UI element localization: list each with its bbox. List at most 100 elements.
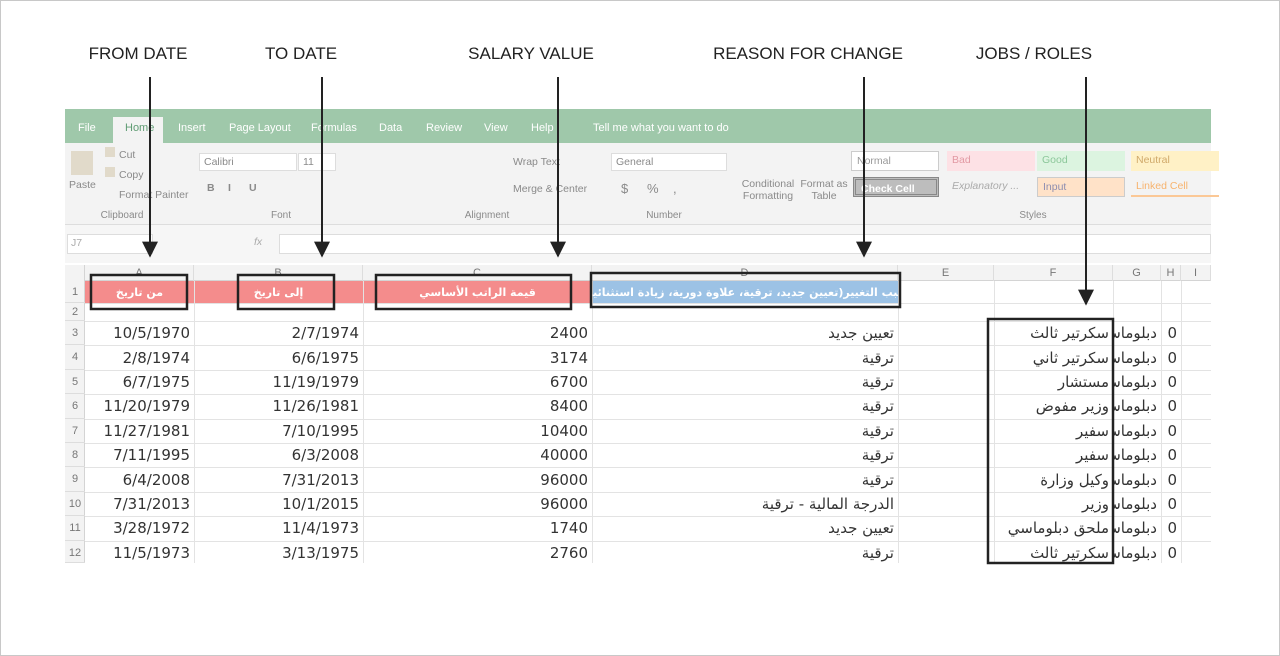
row-header[interactable]: 1	[65, 281, 85, 303]
cell[interactable]: دبلوماس	[1113, 324, 1157, 343]
cell[interactable]: دبلوماس	[1113, 470, 1157, 489]
cell[interactable]: 3174	[549, 348, 588, 367]
cell[interactable]: ترقية	[861, 372, 894, 391]
row-header[interactable]: 4	[65, 345, 85, 370]
cell[interactable]: دبلوماس	[1113, 446, 1157, 465]
font-style-button[interactable]: I	[228, 182, 231, 194]
cell[interactable]: 2760	[549, 543, 588, 562]
row-header[interactable]: 12	[65, 541, 85, 563]
cell[interactable]: 0	[1167, 348, 1177, 367]
cell[interactable]: 11/27/1981	[103, 421, 190, 440]
cell-style[interactable]: Neutral	[1131, 151, 1219, 171]
cell-style[interactable]: Check Cell	[853, 177, 939, 197]
number-format[interactable]: General	[611, 153, 727, 171]
format-painter-button[interactable]: Format Painter	[119, 189, 189, 201]
cell[interactable]: قيمة الراتب الأساسي	[419, 285, 536, 299]
font-style-button[interactable]: B	[207, 182, 215, 194]
number-symbol-button[interactable]: %	[647, 181, 659, 196]
cell-style[interactable]: Normal	[851, 151, 939, 171]
format-as-table[interactable]: Format as Table	[800, 178, 848, 202]
cut-button[interactable]: Cut	[119, 149, 136, 161]
font-style-button[interactable]: U	[249, 182, 257, 194]
cell[interactable]: 96000	[540, 470, 588, 489]
cell[interactable]: دبلوماس	[1113, 397, 1157, 416]
copy-button[interactable]: Copy	[119, 169, 144, 181]
cell[interactable]: 11/5/1973	[113, 543, 190, 562]
column-header[interactable]: B	[194, 265, 363, 281]
cell[interactable]: 0	[1167, 519, 1177, 538]
cell[interactable]: وكيل وزارة	[1040, 470, 1109, 489]
cell[interactable]: 6/3/2008	[291, 446, 359, 465]
cell[interactable]: 0	[1167, 470, 1177, 489]
row-header[interactable]: 3	[65, 321, 85, 346]
cell[interactable]: 0	[1167, 421, 1177, 440]
row-header[interactable]: 10	[65, 492, 85, 517]
cell[interactable]: 7/11/1995	[113, 446, 190, 465]
cell[interactable]: ترقية	[861, 421, 894, 440]
cell[interactable]: ترقية	[861, 446, 894, 465]
cell[interactable]: ترقية	[861, 397, 894, 416]
cell[interactable]: 96000	[540, 494, 588, 513]
cell[interactable]: سفير	[1076, 446, 1109, 465]
cell[interactable]: 2/7/1974	[291, 324, 359, 343]
ribbon-tab[interactable]: Review	[426, 122, 463, 134]
row-header[interactable]: 5	[65, 370, 85, 395]
name-box-text[interactable]: J7	[71, 237, 83, 249]
cell[interactable]: وزير مفوض	[1035, 397, 1109, 416]
cell[interactable]: 3/28/1972	[113, 519, 190, 538]
cell[interactable]: ملحق دبلوماسي	[1007, 519, 1109, 538]
cell-style[interactable]: Good	[1037, 151, 1125, 171]
paste-button[interactable]: Paste	[69, 179, 96, 191]
cell[interactable]: دبلوماس	[1113, 543, 1157, 562]
cell[interactable]: تعيين جديد	[828, 519, 894, 538]
wrap-text-button[interactable]: Wrap Text	[513, 156, 560, 168]
cell[interactable]: إلى تاريخ	[253, 285, 304, 299]
ribbon-tab[interactable]: Page Layout	[229, 122, 291, 134]
cell[interactable]: 11/19/1979	[272, 372, 359, 391]
font-name[interactable]: Calibri	[199, 153, 297, 171]
cell[interactable]: 1740	[549, 519, 588, 538]
cell[interactable]: 7/31/2013	[113, 494, 190, 513]
cell[interactable]: سكرتير ثالث	[1030, 324, 1109, 343]
column-header[interactable]: F	[994, 265, 1113, 281]
cell[interactable]: سبب التغيير(تعيين جديد، ترقية، علاوة دور…	[592, 285, 898, 299]
column-header[interactable]: H	[1161, 265, 1181, 281]
number-symbol-button[interactable]: ,	[673, 181, 677, 196]
cell[interactable]: 10/1/2015	[282, 494, 359, 513]
cell[interactable]: من تاريخ	[115, 285, 164, 299]
cell[interactable]: 0	[1167, 397, 1177, 416]
ribbon-tab[interactable]: File	[78, 122, 96, 134]
cell[interactable]: 40000	[540, 446, 588, 465]
row-header[interactable]: 8	[65, 443, 85, 468]
cell[interactable]: 10/5/1970	[113, 324, 190, 343]
cell[interactable]: سفير	[1076, 421, 1109, 440]
cell[interactable]: 3/13/1975	[282, 543, 359, 562]
number-symbol-button[interactable]: $	[621, 181, 629, 196]
cell[interactable]: 6/7/1975	[122, 372, 190, 391]
ribbon-tab[interactable]: Help	[531, 122, 554, 134]
row-header[interactable]: 11	[65, 516, 85, 541]
cell[interactable]: دبلوماس	[1113, 421, 1157, 440]
row-header[interactable]: 9	[65, 467, 85, 492]
cell[interactable]: دبلوماس	[1113, 372, 1157, 391]
font-size[interactable]: 11	[298, 153, 336, 171]
cell[interactable]: تعيين جديد	[828, 324, 894, 343]
cell[interactable]: 6/4/2008	[122, 470, 190, 489]
cell[interactable]: دبلوماس	[1113, 494, 1157, 513]
cell[interactable]: 8400	[549, 397, 588, 416]
cell[interactable]: سكرتير ثالث	[1030, 543, 1109, 562]
cell[interactable]: 7/31/2013	[282, 470, 359, 489]
cell-style[interactable]: Linked Cell	[1131, 177, 1219, 197]
cell[interactable]: 0	[1167, 324, 1177, 343]
cell[interactable]: 6/6/1975	[291, 348, 359, 367]
cell[interactable]: 2400	[549, 324, 588, 343]
cell[interactable]: ترقية	[861, 348, 894, 367]
column-header[interactable]: E	[898, 265, 994, 281]
cell[interactable]: ترقية	[861, 470, 894, 489]
cell-style[interactable]: Bad	[947, 151, 1035, 171]
cell[interactable]: 0	[1167, 446, 1177, 465]
cell[interactable]: 11/4/1973	[282, 519, 359, 538]
cell-style[interactable]: Input	[1037, 177, 1125, 197]
cell[interactable]: 0	[1167, 543, 1177, 562]
cell[interactable]: الدرجة المالية - ترقية	[761, 494, 894, 513]
